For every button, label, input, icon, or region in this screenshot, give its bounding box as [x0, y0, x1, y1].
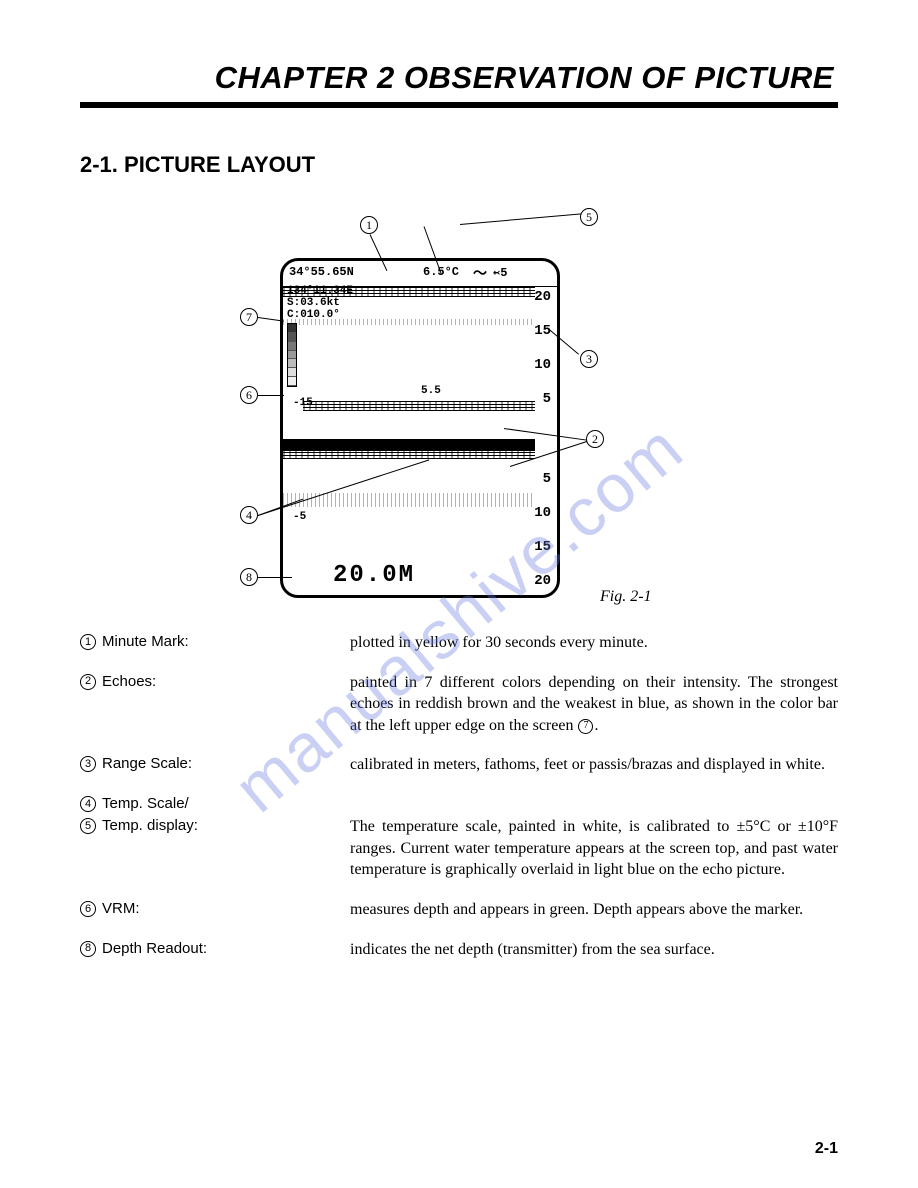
label-text: Minute Mark: [102, 632, 189, 652]
figure-2-1: 1 5 7 3 6 2 4 8 34°55.65N 6.5°C 〜 ↢5 13 [80, 208, 838, 608]
description-text: calibrated in meters, fathoms, feet or p… [350, 754, 838, 776]
callout-5: 5 [580, 208, 598, 226]
circled-number-icon: 6 [80, 901, 96, 917]
circled-number-icon: 4 [80, 796, 96, 812]
vrm-tick: -15 [293, 397, 313, 409]
description-item: 3 Range Scale: calibrated in meters, fat… [80, 754, 838, 776]
label-text: Echoes: [102, 672, 156, 692]
description-item: 5 Temp. display: The temperature scale, … [80, 816, 838, 881]
callout-7: 7 [240, 308, 258, 326]
description-list: 1 Minute Mark: plotted in yellow for 30 … [80, 632, 838, 960]
description-label: 1 Minute Mark: [80, 632, 350, 654]
description-label: 2 Echoes: [80, 672, 350, 737]
scale-mark: 20 [534, 573, 551, 589]
description-label: 6 VRM: [80, 899, 350, 921]
scale-mark: 10 [534, 505, 551, 521]
label-text: Temp. Scale/ [102, 794, 189, 814]
echo-layer [283, 319, 535, 325]
callout-2: 2 [586, 430, 604, 448]
label-text: Depth Readout: [102, 939, 207, 959]
label-text: Temp. display: [102, 816, 198, 836]
scale-mark: 5 [543, 391, 551, 407]
description-text [350, 794, 838, 814]
circled-number-icon: 5 [80, 818, 96, 834]
scale-mark: 15 [534, 539, 551, 555]
temp-marker: ↢5 [493, 265, 507, 280]
speed-readout: S:03.6kt [287, 297, 353, 309]
scale-mark: 15 [534, 323, 551, 339]
description-label: 4 Temp. Scale/ [80, 794, 350, 814]
leader-line [258, 577, 292, 578]
circled-number-icon: 8 [80, 941, 96, 957]
description-text: plotted in yellow for 30 seconds every m… [350, 632, 838, 654]
chapter-title: CHAPTER 2 OBSERVATION OF PICTURE [80, 60, 838, 96]
description-item: 4 Temp. Scale/ [80, 794, 838, 814]
callout-6: 6 [240, 386, 258, 404]
circled-number-icon: 3 [80, 756, 96, 772]
callout-8: 8 [240, 568, 258, 586]
callout-1: 1 [360, 216, 378, 234]
color-bar [287, 323, 297, 387]
callout-4: 4 [240, 506, 258, 524]
callout-3: 3 [580, 350, 598, 368]
title-rule [80, 102, 838, 108]
circled-number-icon: 7 [578, 719, 593, 734]
circled-number-icon: 1 [80, 634, 96, 650]
description-label: 5 Temp. display: [80, 816, 350, 881]
leader-line [460, 213, 582, 225]
label-text: VRM: [102, 899, 140, 919]
echo-layer [303, 401, 535, 411]
leader-line [258, 395, 284, 396]
vrm-value: 5.5 [421, 385, 441, 397]
description-text: indicates the net depth (transmitter) fr… [350, 939, 838, 961]
latitude-readout: 34°55.65N [289, 265, 354, 279]
echo-layer [283, 451, 535, 459]
vrm-tick: -5 [293, 511, 306, 523]
label-text: Range Scale: [102, 754, 192, 774]
figure-caption: Fig. 2-1 [600, 588, 652, 606]
scale-mark: 20 [534, 289, 551, 305]
section-title: 2-1. PICTURE LAYOUT [80, 152, 838, 178]
document-page: manualshive.com CHAPTER 2 OBSERVATION OF… [0, 0, 918, 1188]
screen-header: 34°55.65N 6.5°C 〜 ↢5 [283, 261, 557, 287]
sonar-screen: 34°55.65N 6.5°C 〜 ↢5 134°11.34E S:03.6kt… [280, 258, 560, 598]
description-item: 2 Echoes: painted in 7 different colors … [80, 672, 838, 737]
echo-layer [283, 287, 535, 297]
echo-layer [283, 439, 535, 451]
page-number: 2-1 [815, 1140, 838, 1158]
scale-mark: 5 [543, 471, 551, 487]
description-item: 1 Minute Mark: plotted in yellow for 30 … [80, 632, 838, 654]
scale-mark: 10 [534, 357, 551, 373]
description-label: 3 Range Scale: [80, 754, 350, 776]
temp-curve-icon: 〜 [473, 263, 487, 283]
description-label: 8 Depth Readout: [80, 939, 350, 961]
description-item: 8 Depth Readout: indicates the net depth… [80, 939, 838, 961]
description-text: painted in 7 different colors depending … [350, 672, 838, 737]
circled-number-icon: 2 [80, 674, 96, 690]
description-item: 6 VRM: measures depth and appears in gre… [80, 899, 838, 921]
description-text: The temperature scale, painted in white,… [350, 816, 838, 881]
depth-readout: 20.0M [333, 562, 415, 589]
description-text: measures depth and appears in green. Dep… [350, 899, 838, 921]
